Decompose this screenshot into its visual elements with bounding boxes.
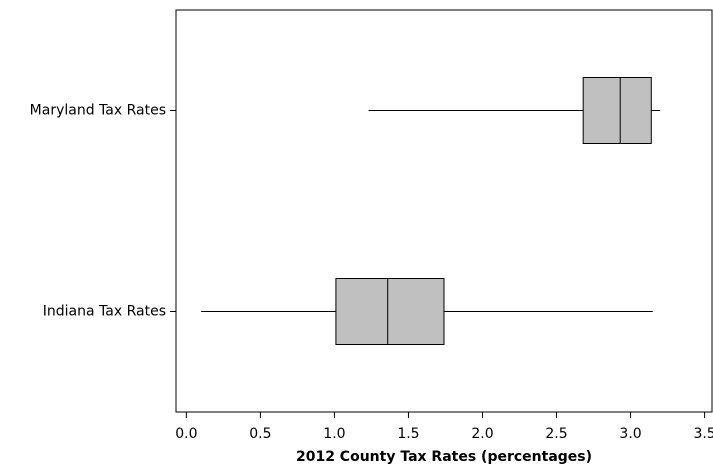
x-tick-label: 2.5 xyxy=(545,426,567,442)
box xyxy=(582,77,652,144)
x-tick-label: 0.5 xyxy=(249,426,271,442)
box xyxy=(335,278,445,345)
plot-frame xyxy=(175,9,713,413)
x-tick-label: 1.0 xyxy=(323,426,345,442)
x-axis-label: 2012 County Tax Rates (percentages) xyxy=(296,449,592,465)
x-tick-label: 0.0 xyxy=(175,426,197,442)
x-tick-label: 3.0 xyxy=(619,426,641,442)
x-tick-label: 3.5 xyxy=(693,426,713,442)
x-tick-label: 1.5 xyxy=(397,426,419,442)
y-tick-label: Maryland Tax Rates xyxy=(30,103,166,119)
y-tick-label: Indiana Tax Rates xyxy=(43,304,166,320)
x-tick-label: 2.0 xyxy=(471,426,493,442)
